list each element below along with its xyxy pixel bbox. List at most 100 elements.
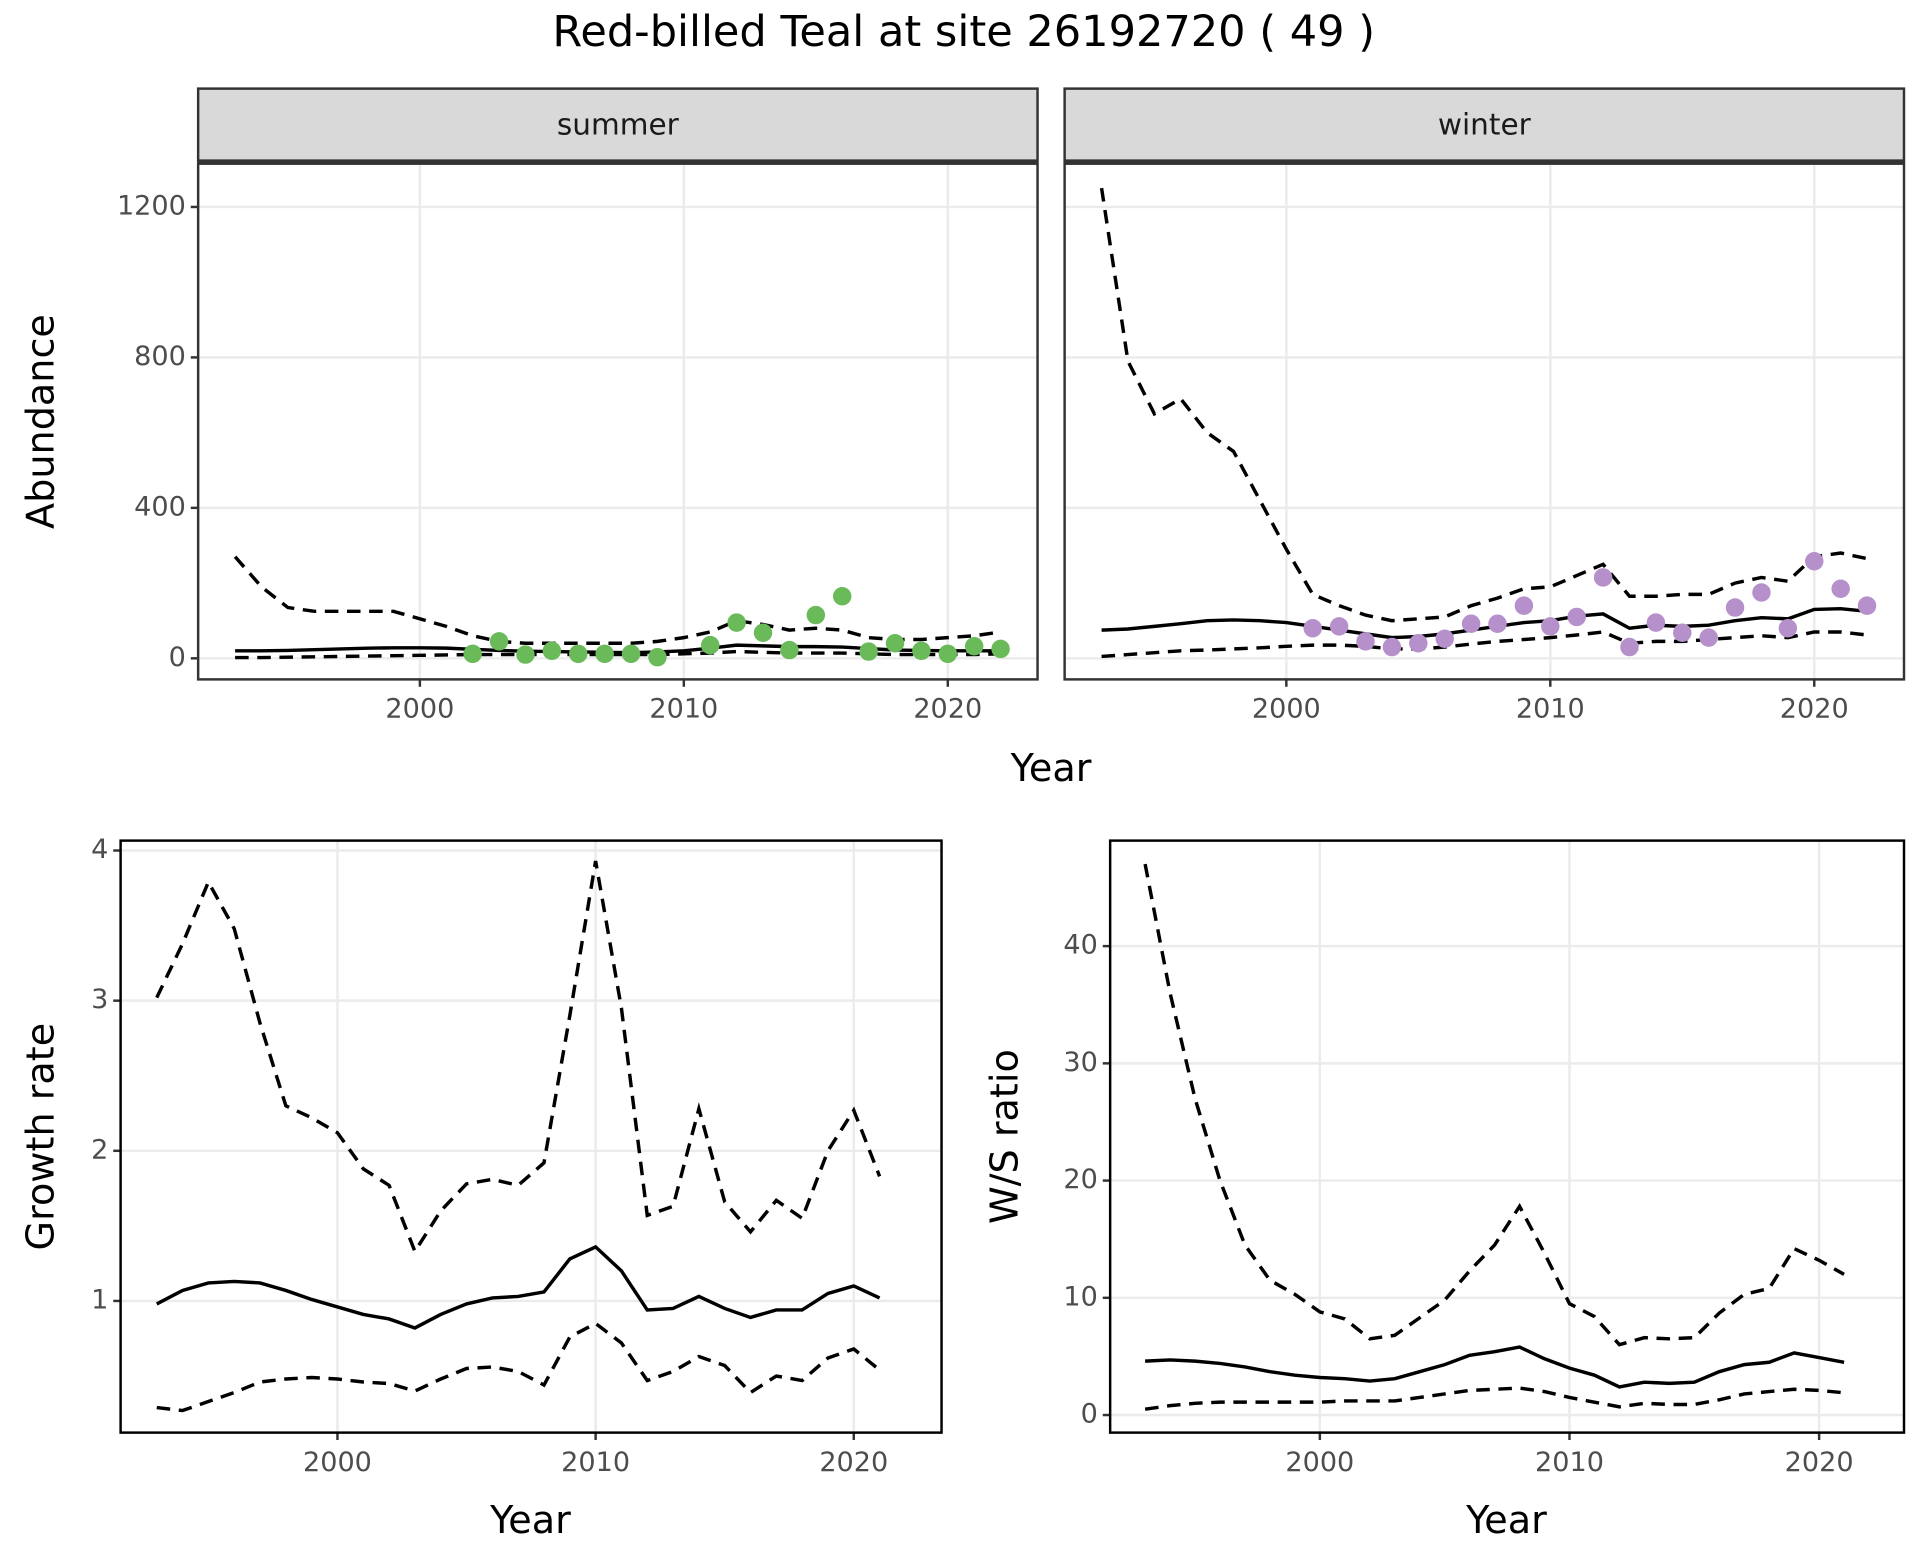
data-point [1356, 632, 1375, 651]
strip [1063, 87, 1906, 163]
data-point [1673, 623, 1692, 642]
plot-area [1099, 187, 1877, 659]
x-tick-label: 2000 [303, 1447, 372, 1478]
data-point [1646, 613, 1666, 632]
interval-line [1101, 630, 1868, 659]
interval-line [233, 555, 1001, 645]
y-axis-title: W/S ratio [982, 1049, 1026, 1224]
data-point [753, 623, 773, 642]
y-axis-title: Growth rate [19, 1023, 63, 1251]
data-point [1593, 568, 1613, 587]
x-tick-label: 2020 [1785, 1447, 1854, 1478]
x-tick-label: 2000 [385, 694, 454, 725]
data-point [964, 637, 984, 656]
plot-area [155, 860, 882, 1413]
data-point [1514, 596, 1534, 615]
x-axis-title: Year [1010, 746, 1092, 790]
data-point [1461, 614, 1481, 633]
data-point [727, 613, 746, 632]
data-point [832, 587, 852, 606]
y-tick-label: 3 [91, 984, 108, 1015]
panel [1064, 163, 1904, 680]
x-tick-label: 2000 [1285, 1447, 1354, 1478]
strip-label: winter [1438, 108, 1532, 142]
y-tick-label: 800 [134, 341, 186, 372]
interval-line [1144, 1386, 1845, 1411]
interval-line [1143, 863, 1845, 1347]
panel-border [1108, 839, 1906, 1434]
data-point [1541, 617, 1560, 636]
data-point [1752, 583, 1771, 602]
data-point [542, 641, 562, 661]
data-point [1329, 617, 1349, 636]
panel [120, 840, 942, 1433]
data-point [595, 644, 614, 664]
data-point [1303, 618, 1322, 638]
y-tick-label: 0 [1081, 1399, 1098, 1430]
x-tick-label: 2010 [1516, 694, 1585, 725]
data-point [621, 644, 641, 664]
data-point [1382, 637, 1402, 657]
mean-line [155, 1244, 881, 1330]
figure-title: Red-billed Teal at site 26192720 ( 49 ) [552, 7, 1375, 57]
x-tick-label: 2010 [1535, 1447, 1604, 1478]
data-point [648, 647, 667, 667]
data-point [701, 635, 720, 655]
y-tick-label: 4 [91, 834, 108, 865]
data-point [806, 605, 826, 625]
mean-line [1101, 606, 1868, 640]
y-tick-label: 30 [1063, 1047, 1097, 1078]
x-tick-label: 2020 [819, 1447, 888, 1478]
y-tick-label: 20 [1063, 1164, 1097, 1195]
x-tick-label: 2020 [913, 694, 982, 725]
interval-line [156, 1321, 881, 1413]
data-point [1699, 628, 1718, 647]
data-point [991, 639, 1010, 659]
y-tick-label: 2 [91, 1134, 108, 1165]
panel-border [119, 839, 943, 1434]
y-tick-label: 10 [1063, 1281, 1097, 1312]
y-tick-label: 0 [169, 642, 186, 673]
data-point [1831, 579, 1850, 598]
interval-line [1099, 187, 1868, 623]
x-tick-label: 2000 [1252, 694, 1321, 725]
panel [198, 163, 1038, 680]
x-axis-title: Year [1465, 1498, 1547, 1542]
interval-line [155, 860, 882, 1256]
data-point [1488, 614, 1507, 633]
x-tick-label: 2010 [561, 1447, 630, 1478]
y-tick-label: 40 [1063, 930, 1097, 961]
y-tick-label: 400 [134, 491, 186, 522]
data-point [1409, 634, 1428, 653]
data-point [569, 644, 588, 664]
strip [196, 87, 1039, 163]
mean-line [1145, 1345, 1845, 1389]
plot-area [1143, 863, 1845, 1411]
y-axis-title: Abundance [19, 314, 63, 529]
data-point [1435, 629, 1454, 648]
data-point [489, 632, 509, 651]
data-point [885, 634, 905, 653]
panel-border [196, 162, 1039, 681]
data-point [912, 641, 931, 661]
plot-area [233, 555, 1010, 667]
data-point [859, 642, 878, 661]
y-tick-label: 1200 [117, 190, 186, 221]
data-point [780, 640, 799, 660]
x-tick-label: 2010 [649, 694, 718, 725]
data-point [1567, 607, 1586, 627]
data-point [1857, 596, 1877, 615]
data-point [1620, 637, 1639, 657]
data-point [1805, 552, 1824, 571]
y-tick-label: 1 [91, 1284, 108, 1315]
panel-border [1063, 162, 1906, 681]
data-point [516, 645, 535, 664]
data-point [1778, 618, 1798, 638]
x-axis-title: Year [489, 1498, 571, 1542]
strip-label: summer [557, 108, 680, 142]
interval-line [235, 649, 1001, 660]
x-tick-label: 2020 [1780, 694, 1849, 725]
data-point [938, 644, 958, 664]
